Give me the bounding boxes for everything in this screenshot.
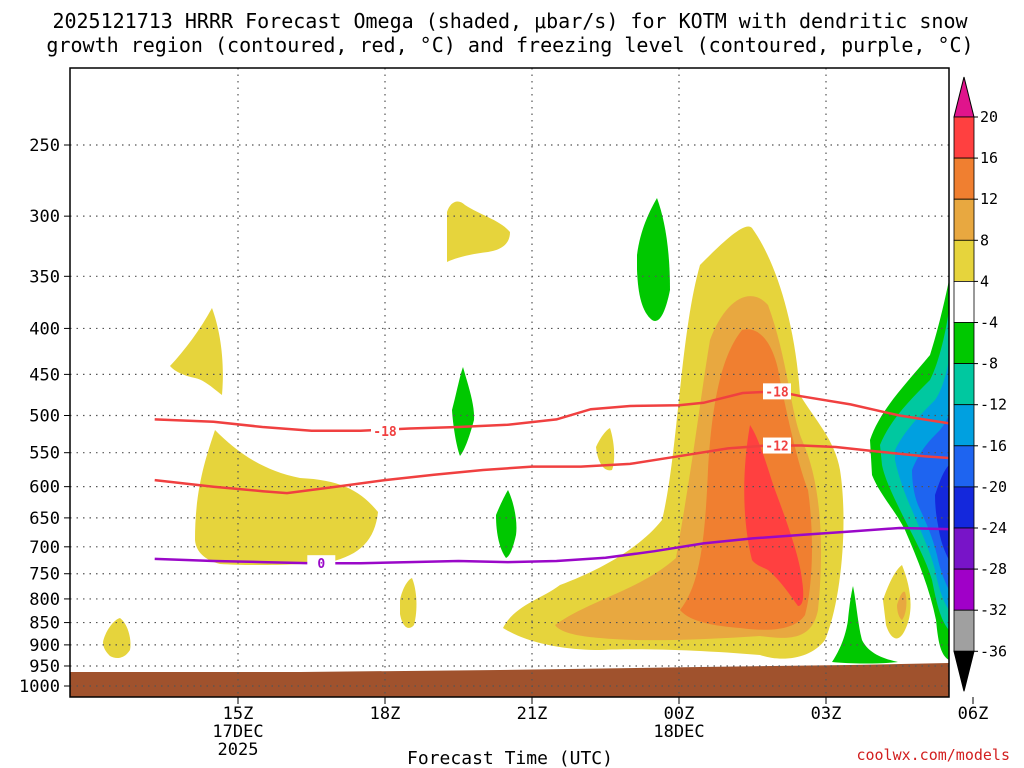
colorbar-band--12--16 [953, 404, 975, 447]
terrain-surface [70, 663, 949, 697]
freezing-level-0-label-bg-0 [307, 555, 336, 572]
x-tick-label-15-2: 2025 [218, 740, 259, 760]
y-tick-label-400: 400 [29, 319, 60, 339]
x-tick-label-18-0: 18Z [370, 704, 401, 724]
y-tick-label-500: 500 [29, 407, 60, 427]
colorbar-label-8: 8 [980, 231, 989, 249]
omega-upward-pocket-3 [447, 201, 510, 262]
y-tick-label-900: 900 [29, 636, 60, 656]
omega-downward-green-2 [452, 367, 475, 456]
y-axis: 2503003504004505005506006507007508008509… [19, 136, 70, 697]
omega-upward-pocket-4 [103, 618, 131, 658]
colorbar-label--16: -16 [980, 437, 1007, 455]
omega-upward-red-region [744, 425, 804, 606]
y-tick-label-300: 300 [29, 207, 60, 227]
x-tick-label-27-0: 03Z [811, 704, 842, 724]
colorbar-label-12: 12 [980, 190, 998, 208]
x-tick-label-21-0: 21Z [517, 704, 548, 724]
colorbar-band-8-4 [953, 239, 975, 282]
omega-upward-pocket-7 [883, 565, 911, 639]
dgz-lower-minus-12-line [154, 444, 949, 495]
colorbar-label--32: -32 [980, 601, 1007, 619]
y-tick-label-700: 700 [29, 538, 60, 558]
chart-title-line1: 2025121713 HRRR Forecast Omega (shaded, … [52, 9, 968, 33]
x-tick-label-15-0: 15Z [223, 704, 254, 724]
colorbar-band--8--12 [953, 363, 975, 406]
colorbar: 20 16 12 8 4 -4 -8 -12 -16 -20 -24 -28 -32 -36 [953, 76, 1007, 692]
colorbar-band-12-8 [953, 198, 975, 241]
x-tick-label-24-1: 18DEC [653, 722, 704, 742]
y-tick-label-800: 800 [29, 590, 60, 610]
omega-downward-blue-right [912, 415, 949, 590]
chart-title-line2: growth region (contoured, red, °C) and f… [46, 33, 973, 57]
y-tick-label-600: 600 [29, 478, 60, 498]
omega-upward-pocket-5 [400, 578, 417, 628]
colorbar-label-4: 4 [980, 272, 989, 290]
colorbar-label--20: -20 [980, 478, 1007, 496]
x-tick-label-15-1: 17DEC [212, 722, 263, 742]
y-tick-label-550: 550 [29, 444, 60, 464]
colorbar-label--24: -24 [980, 519, 1007, 537]
colorbar-band--4--8 [953, 322, 975, 364]
colorbar-label-20: 20 [980, 108, 998, 126]
omega-downward-darkblue-right [935, 465, 949, 560]
dgz-upper-minus-18-label-1: -18 [765, 385, 789, 400]
omega-upward-pocket-6 [596, 428, 615, 471]
dgz-lower-minus-12-label-0: -12 [765, 440, 788, 455]
colorbar-band--32--36 [953, 609, 975, 652]
x-axis-title: Forecast Time (UTC) [407, 748, 613, 768]
dgz-upper-minus-18-line [154, 390, 949, 433]
dgz-upper-minus-18-label-bg-0 [371, 422, 399, 439]
colorbar-label-16: 16 [980, 149, 998, 167]
y-tick-label-350: 350 [29, 267, 60, 287]
colorbar-label--8: -8 [980, 355, 998, 373]
credit-text: coolwx.com/models [856, 746, 1010, 764]
omega-upward-pocket-2 [170, 308, 223, 395]
y-tick-label-750: 750 [29, 565, 60, 585]
grid-lines [70, 68, 949, 697]
y-tick-label-450: 450 [29, 365, 60, 385]
plot-area: -18 -18 -12 0 [70, 68, 949, 697]
omega-downward-green-3 [496, 490, 517, 558]
colorbar-label--12: -12 [980, 396, 1007, 414]
dgz-lower-minus-12-label-bg-0 [763, 437, 791, 454]
colorbar-band--20--24 [953, 486, 975, 529]
omega-upward-pocket-7-core [897, 591, 907, 620]
freezing-level-0-label-0: 0 [317, 557, 325, 572]
y-tick-label-650: 650 [29, 509, 60, 529]
colorbar-bottom-arrow [953, 650, 975, 692]
x-tick-label-24-0: 00Z [664, 704, 695, 724]
omega-downward-green-4 [832, 586, 898, 664]
colorbar-band-16-12 [953, 157, 975, 200]
colorbar-label--36: -36 [980, 642, 1007, 660]
y-tick-label-950: 950 [29, 657, 60, 677]
y-tick-label-1000: 1000 [19, 677, 60, 697]
dgz-upper-minus-18-label-bg-1 [763, 383, 791, 400]
plot-frame [69, 67, 950, 698]
colorbar-top-arrow [953, 76, 975, 118]
x-tick-label-30-0: 06Z [958, 704, 989, 724]
y-tick-label-850: 850 [29, 614, 60, 634]
temperature-contours: -18 -18 -12 0 [154, 383, 949, 572]
colorbar-band-20-16 [953, 116, 975, 159]
dgz-upper-minus-18-label-0: -18 [373, 425, 397, 440]
y-tick-label-250: 250 [29, 136, 60, 156]
colorbar-label--28: -28 [980, 560, 1007, 578]
omega-downward-green-1 [637, 198, 670, 321]
omega-shading [70, 198, 949, 697]
colorbar-band--16--20 [953, 445, 975, 488]
omega-upward-pocket-1 [195, 430, 378, 566]
colorbar-band--24--28 [953, 527, 975, 570]
colorbar-band-4--4 [953, 280, 975, 323]
colorbar-label--4: -4 [980, 314, 998, 332]
colorbar-band--28--32 [953, 568, 975, 611]
